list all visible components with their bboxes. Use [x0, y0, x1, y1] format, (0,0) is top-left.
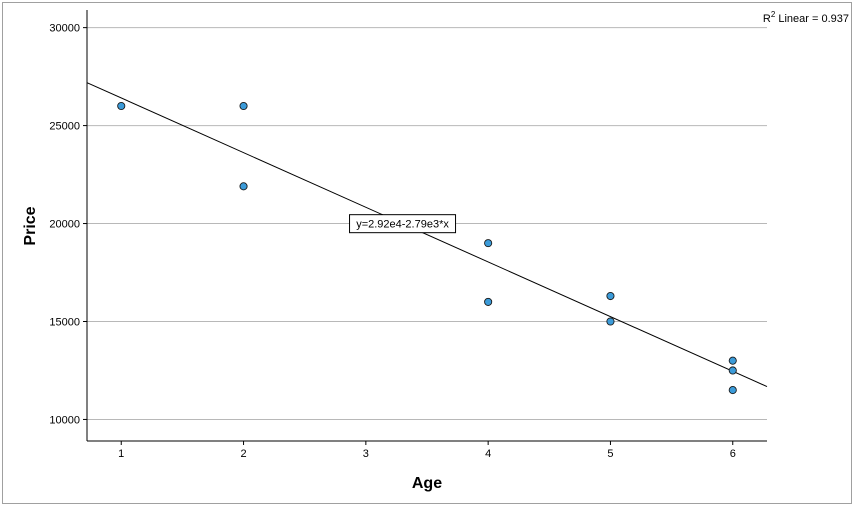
x-tick-labels: 1 2 3 4 5 6 [118, 441, 736, 460]
x-tick-label: 6 [730, 448, 736, 460]
data-point [239, 182, 248, 191]
r2-prefix: R [763, 13, 771, 25]
y-tick-label: 30000 [49, 23, 80, 35]
data-point [239, 101, 248, 111]
y-tick-label: 15000 [49, 316, 80, 328]
y-tick-label: 20000 [49, 219, 80, 231]
fit-equation-text: y=2.92e4-2.79e3*x [356, 219, 449, 231]
y-axis-title: Price [22, 206, 39, 245]
gridlines [87, 27, 767, 420]
y-tick-label: 25000 [49, 121, 80, 133]
data-point [728, 356, 737, 365]
data-point [484, 297, 493, 306]
fit-equation-label: y=2.92e4-2.79e3*x [349, 214, 457, 234]
data-point [728, 386, 737, 395]
fit-equation-box [349, 214, 457, 234]
fit-line [86, 82, 768, 388]
x-tick-label: 4 [485, 448, 491, 460]
r2-annotation: R2 Linear = 0.937 [763, 10, 849, 25]
x-tick-label: 3 [363, 448, 369, 460]
data-point [117, 101, 126, 111]
data-point [728, 366, 737, 375]
r2-value: Linear = 0.937 [775, 13, 849, 25]
data-point [606, 291, 615, 301]
x-axis-title: Age [412, 475, 442, 492]
x-tick-label: 1 [118, 448, 124, 460]
data-points [117, 101, 737, 395]
y-tick-label: 10000 [49, 414, 80, 426]
r2-superscript: 2 [771, 10, 776, 19]
x-tick-label: 5 [607, 448, 613, 460]
data-point [606, 317, 615, 326]
data-point [484, 239, 493, 248]
x-tick-label: 2 [240, 448, 246, 460]
y-tick-labels: 10000 15000 20000 25000 30000 [49, 23, 87, 426]
